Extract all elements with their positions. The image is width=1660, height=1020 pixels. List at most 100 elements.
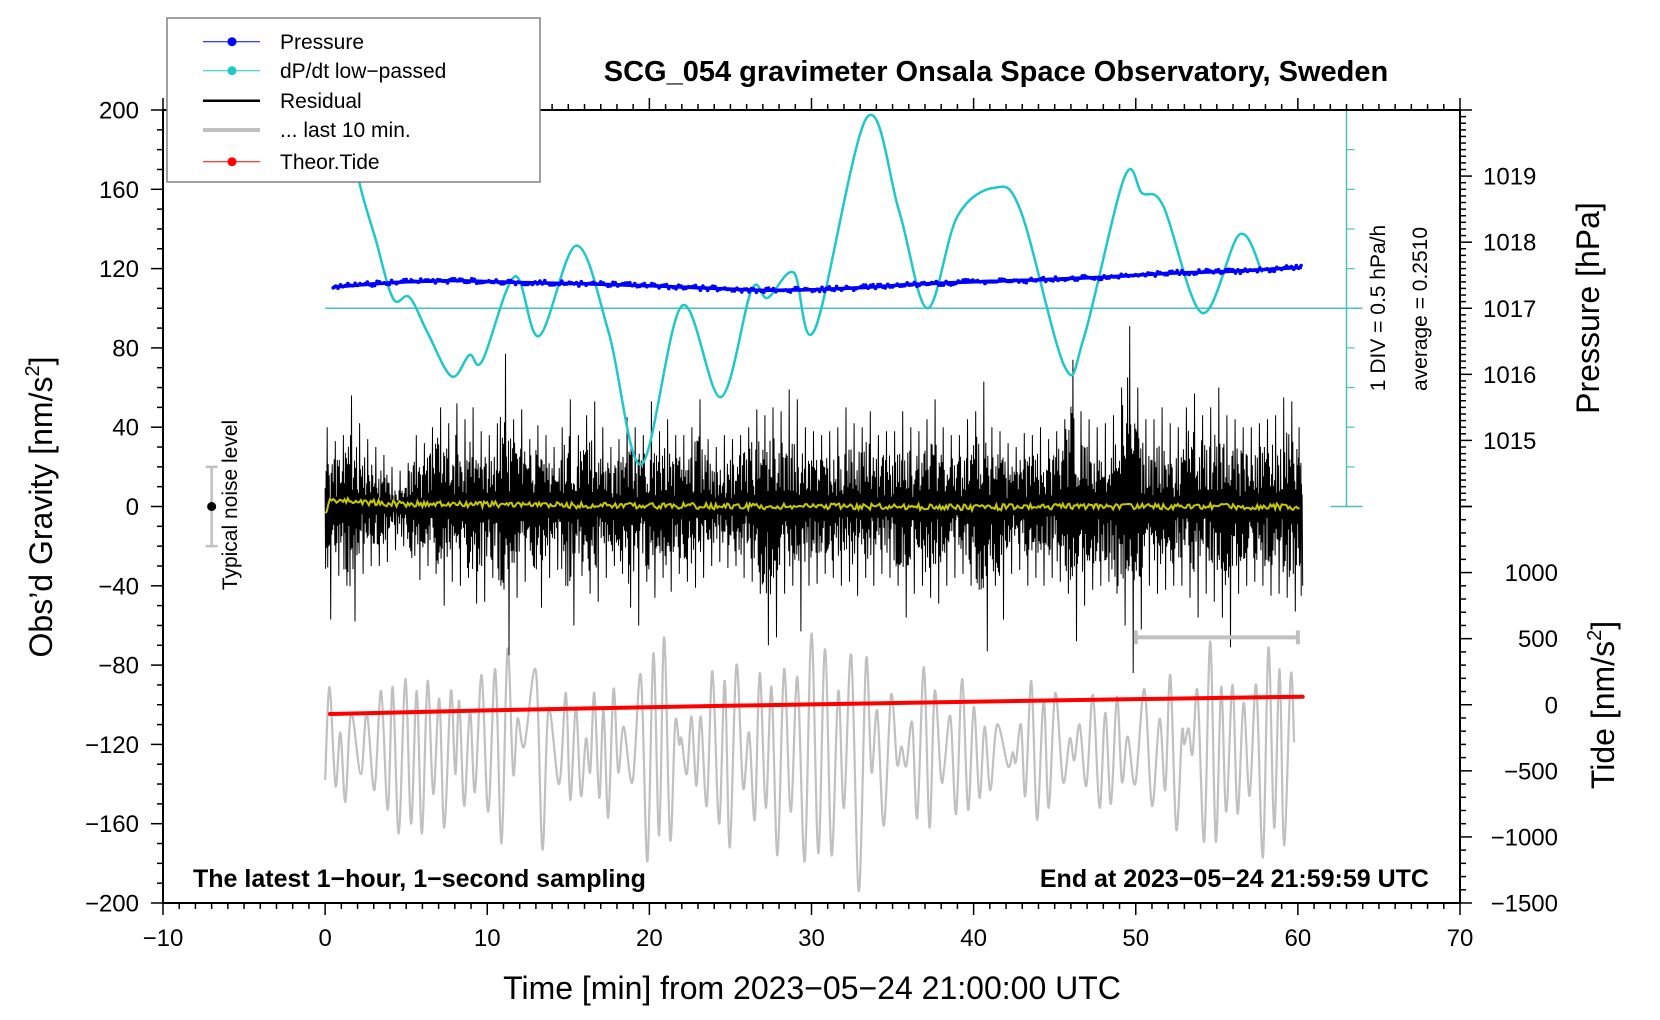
pressure-point (1299, 263, 1303, 268)
x-tick-label: 30 (798, 925, 825, 952)
pressure-point (355, 283, 360, 288)
pressure-point (1175, 268, 1179, 273)
tide-axis-label-close: ] (1585, 621, 1621, 630)
tide-tick-label: 500 (1518, 626, 1558, 653)
pressure-point (754, 290, 759, 295)
pressure-point (910, 283, 914, 287)
pressure-point (761, 290, 766, 295)
pressure-point (791, 287, 795, 292)
dpdt-scale-text: 1 DIV = 0.5 hPa/h (1367, 225, 1390, 391)
pressure-point (540, 282, 545, 286)
x-axis-label: Time [min] from 2023−05−24 21:00:00 UTC (503, 970, 1121, 1006)
pressure-point (613, 280, 618, 285)
sampling-annotation: The latest 1−hour, 1−second sampling (193, 865, 646, 893)
pressure-point (628, 281, 632, 285)
pressure-point (431, 278, 435, 282)
pressure-point (1107, 276, 1111, 280)
pressure-point (1255, 269, 1260, 274)
pressure-point (1241, 269, 1245, 274)
pressure-point (372, 283, 377, 288)
pressure-tick-label: 1016 (1483, 362, 1536, 389)
pressure-point (1216, 267, 1221, 272)
pressure-point (491, 280, 496, 285)
pressure-point (1075, 278, 1080, 282)
end-time-annotation: End at 2023−05−24 21:59:59 UTC (1040, 865, 1429, 893)
x-tick-label: 40 (960, 925, 987, 952)
pressure-point (336, 286, 340, 291)
pressure-point (1292, 267, 1296, 272)
legend: Pressure dP/dt low−passed Residual ... l… (166, 17, 541, 183)
pressure-tick-label: 1015 (1483, 428, 1536, 455)
legend-label-residual: Residual (280, 90, 362, 113)
pressure-point (832, 288, 836, 293)
series-residual-smoothed (324, 495, 1300, 514)
pressure-point (518, 280, 523, 285)
pressure-point (584, 283, 588, 288)
dpdt-average-text: average = 0.2510 (1409, 227, 1432, 391)
pressure-point (696, 286, 700, 290)
pressure-point (423, 278, 428, 282)
y-axis-label: Obs’d Gravity [nm/s2] (22, 357, 59, 658)
pressure-point (912, 280, 917, 285)
pressure-point (543, 278, 547, 283)
pressure-tick-label: 1019 (1483, 164, 1536, 191)
pressure-point (1202, 269, 1206, 274)
pressure-point (353, 281, 357, 286)
pressure-point (574, 280, 579, 285)
pressure-point (596, 282, 601, 286)
pressure-point (419, 277, 423, 281)
pressure-point (1078, 276, 1082, 280)
pressure-point (941, 283, 946, 287)
legend-label-theor-tide: Theor.Tide (280, 151, 380, 174)
pressure-point (703, 286, 708, 290)
legend-label-pressure: Pressure (280, 31, 364, 54)
series-pressure (331, 263, 1303, 295)
x-tick-label: 60 (1285, 925, 1312, 952)
legend-entries (203, 37, 260, 167)
pressure-point (871, 282, 875, 287)
y-tick-label: −80 (98, 653, 139, 680)
tide-tick-label: −500 (1504, 758, 1558, 785)
pressure-point (1243, 267, 1247, 271)
series-theoretical-tide (328, 694, 1305, 716)
pressure-point (815, 287, 819, 292)
pressure-point (363, 282, 367, 286)
pressure-point (338, 283, 343, 287)
pressure-point (445, 281, 450, 285)
pressure-point (467, 280, 472, 284)
pressure-point (1294, 263, 1299, 268)
pressure-point (922, 280, 926, 285)
pressure-point (1236, 268, 1240, 272)
y-tick-label: 160 (99, 177, 139, 204)
pressure-point (771, 286, 776, 291)
last-10-min-line (324, 632, 1296, 893)
pressure-point (1258, 266, 1262, 270)
pressure-point (1143, 273, 1148, 278)
pressure-point (864, 283, 868, 287)
pressure-point (667, 286, 671, 291)
tide-axis-label-text: Tide [nm/s (1585, 641, 1621, 789)
pressure-point (333, 284, 338, 288)
x-tick-label: 50 (1122, 925, 1149, 952)
pressure-point (1177, 272, 1182, 277)
pressure-point (577, 284, 581, 288)
pressure-point (744, 287, 749, 291)
pressure-point (1070, 275, 1075, 280)
tide-tick-label: 0 (1545, 692, 1558, 719)
pressure-point (1102, 274, 1106, 278)
y-tick-label: 40 (112, 415, 139, 442)
tide-tick-label: −1000 (1491, 824, 1558, 851)
y-tick-label: −40 (98, 573, 139, 600)
pressure-point (511, 280, 515, 284)
pressure-point (1053, 275, 1058, 279)
pressure-tick-label: 1018 (1483, 230, 1536, 257)
pressure-point (795, 286, 800, 290)
pressure-point (453, 277, 457, 281)
pressure-point (1296, 266, 1301, 271)
residual-smoothed-line (324, 495, 1300, 514)
tide-axis-label-superscript: 2 (1584, 630, 1606, 641)
pressure-point (698, 288, 703, 293)
pressure-point (674, 287, 678, 291)
noise-level-marker (205, 465, 218, 548)
pressure-point (788, 290, 793, 294)
